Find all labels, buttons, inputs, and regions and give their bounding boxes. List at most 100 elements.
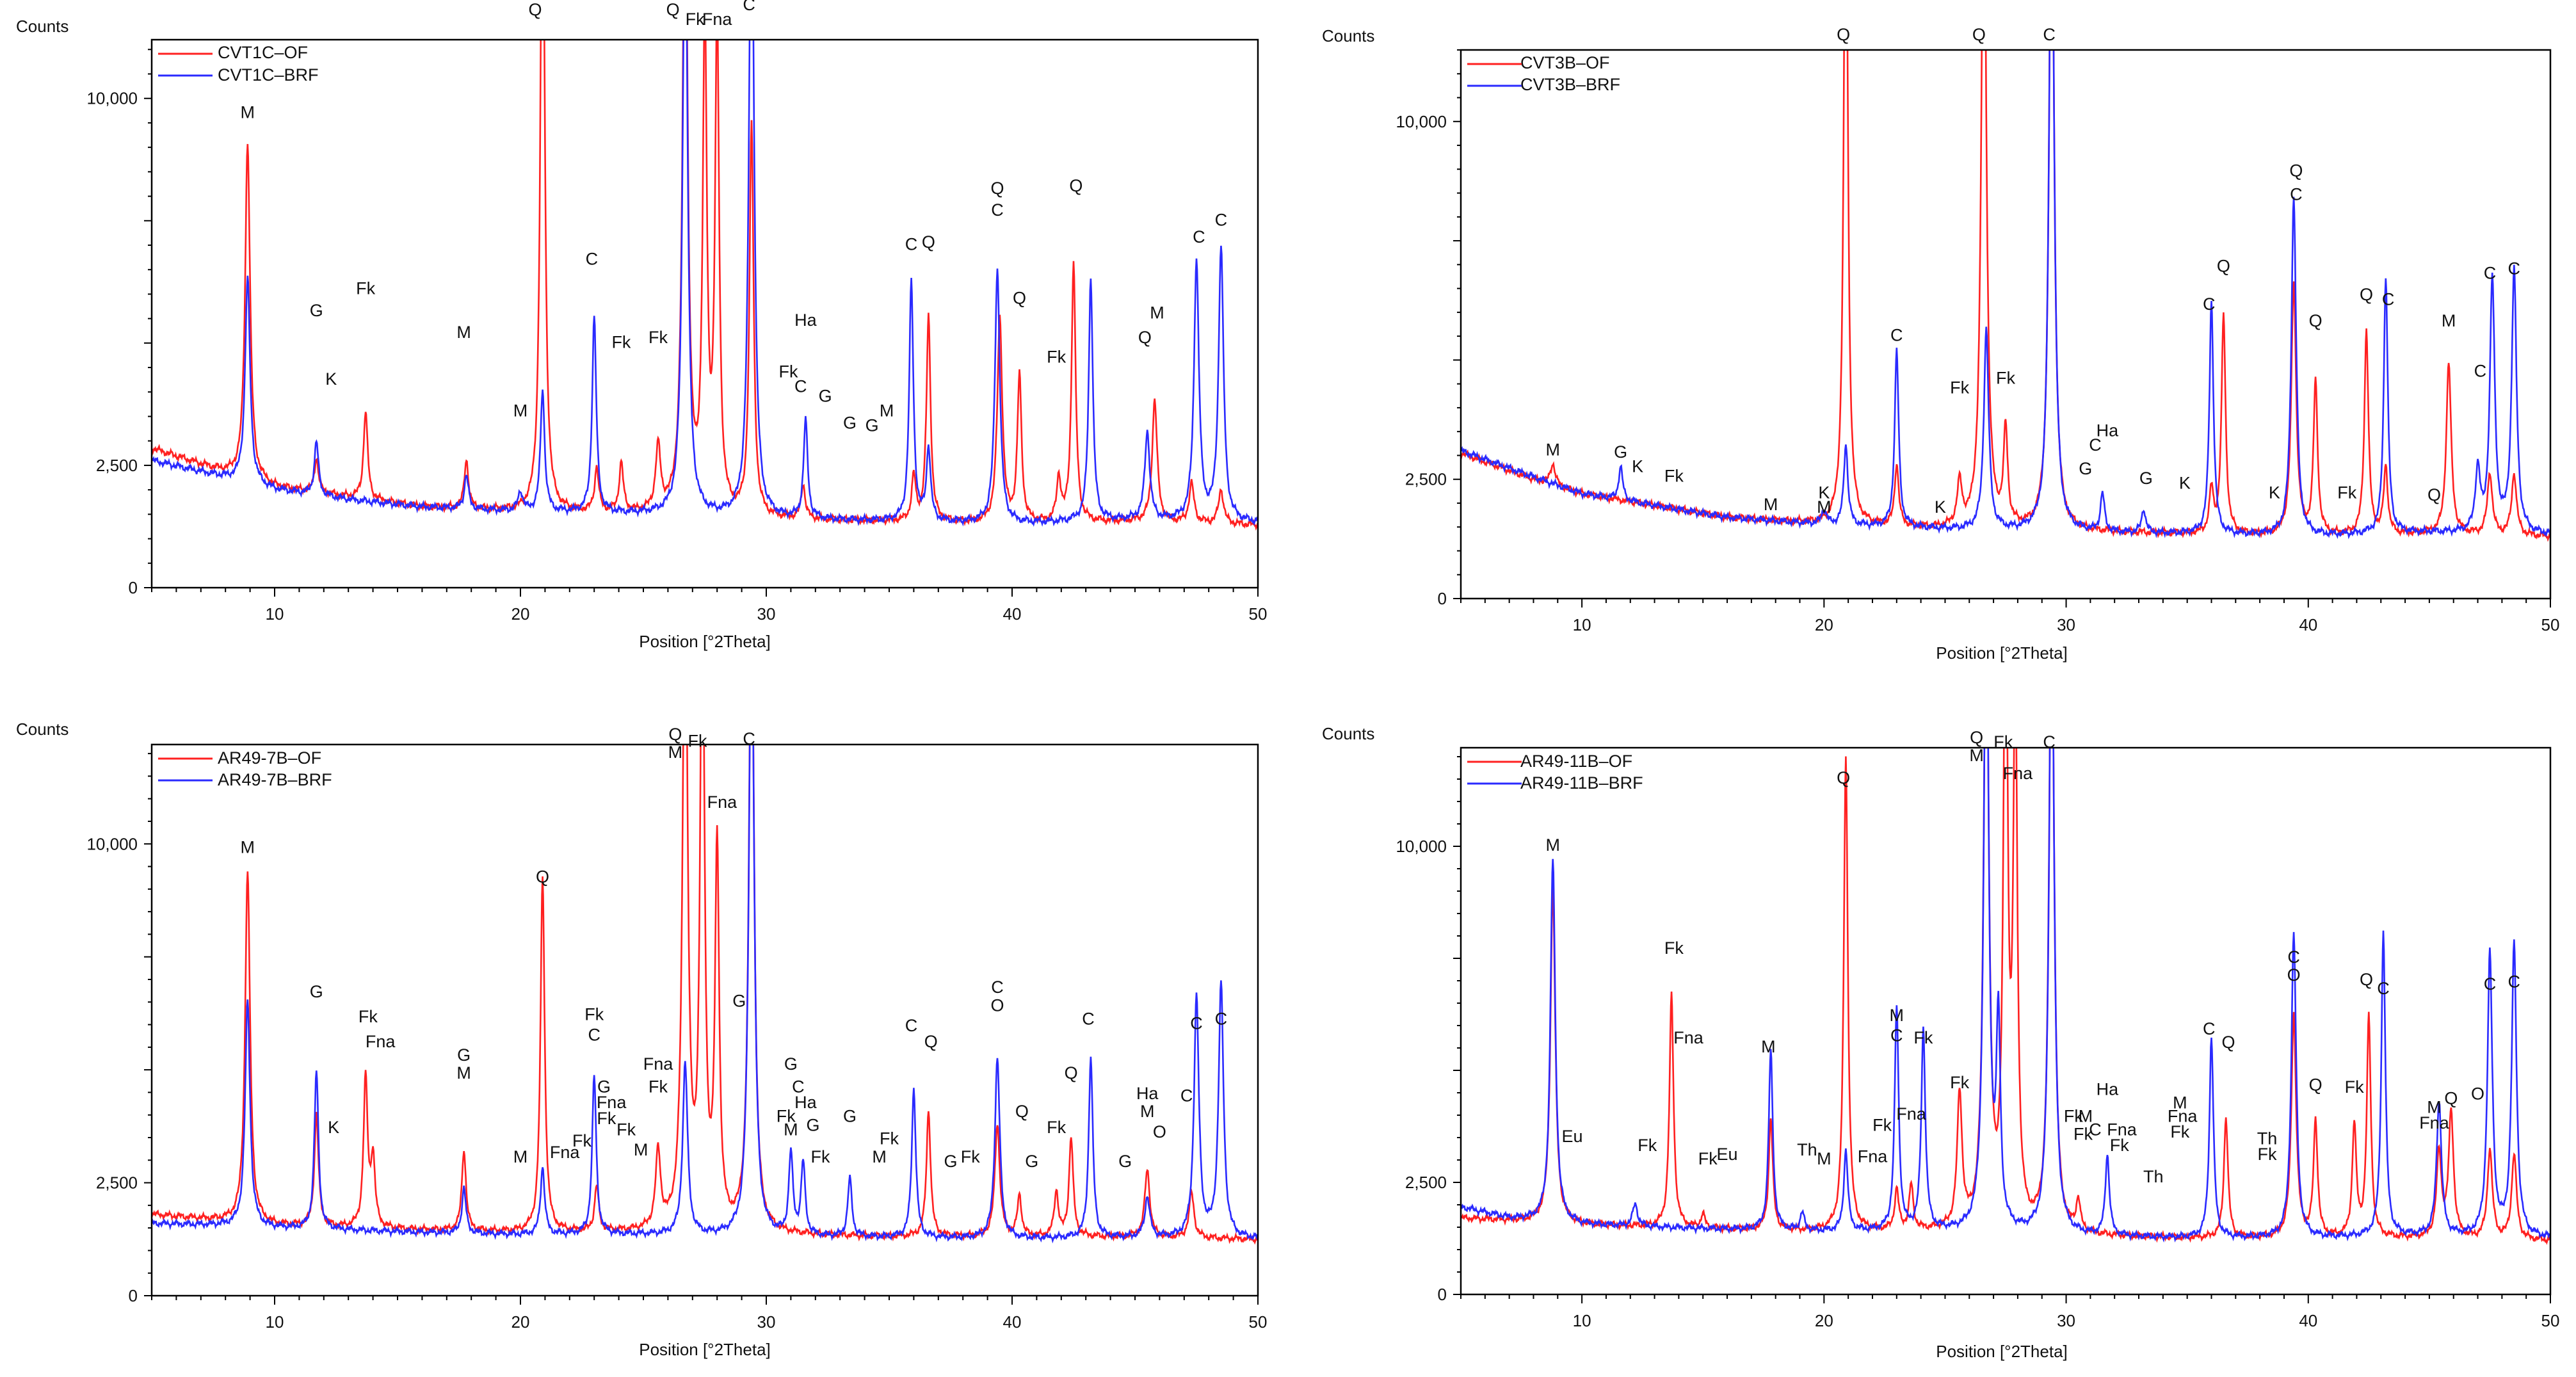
- peak-label: C: [905, 235, 918, 254]
- peak-label: Fk: [611, 333, 631, 352]
- peak-label: G: [806, 1115, 819, 1134]
- peak-label: C: [2484, 974, 2497, 994]
- peak-label: C: [588, 1025, 600, 1044]
- peak-label: C: [2377, 979, 2390, 998]
- peak-label: M: [634, 1140, 648, 1159]
- peak-label: M: [1545, 835, 1560, 855]
- peak-label: Q: [1138, 328, 1152, 347]
- peak-label: G: [843, 1106, 857, 1125]
- plot-frame: [1460, 746, 2552, 1296]
- peak-label: Eu: [1561, 1127, 1582, 1146]
- x-tick-label: 10: [266, 1312, 284, 1332]
- y-axis-title: Counts: [16, 720, 68, 739]
- x-axis-title: Position [°2Theta]: [1936, 1342, 2068, 1361]
- peak-label: Q: [2427, 485, 2441, 504]
- peak-label: Fk: [688, 732, 707, 751]
- peak-label: Fna: [2107, 1120, 2137, 1139]
- peak-label: Q: [2221, 1033, 2235, 1052]
- peak-label: Fk: [2337, 483, 2356, 503]
- y-tick-label: 2,500: [1405, 470, 1447, 489]
- legend-series-brf: AR49-7B–BRF: [218, 770, 332, 789]
- x-tick-label: 40: [1003, 1312, 1022, 1332]
- peak-label: Fk: [777, 1106, 796, 1125]
- peak-label: M: [513, 401, 528, 421]
- legend-series-of: CVT3B–OF: [1520, 53, 1610, 72]
- x-tick-label: 50: [1249, 604, 1268, 624]
- legend-series-brf: CVT1C–BRF: [218, 65, 319, 85]
- peak-label: K: [1818, 483, 1830, 503]
- peak-label: C: [2203, 294, 2216, 314]
- x-tick-label: 30: [757, 1312, 776, 1332]
- peak-label: Fk: [1047, 347, 1066, 366]
- peak-label: M: [2427, 1098, 2442, 1117]
- series-line-of: [152, 745, 1258, 1245]
- peak-label: Q: [2360, 970, 2373, 989]
- plot-frame: [1460, 49, 2552, 600]
- peak-label: Fk: [1698, 1149, 1718, 1168]
- peak-label: Fna: [707, 793, 738, 812]
- peak-label: Fk: [2073, 1125, 2093, 1144]
- x-tick-label: 40: [1003, 604, 1022, 624]
- peak-label: G: [865, 415, 879, 435]
- peak-label: Fk: [1664, 938, 1684, 958]
- peak-label: Q: [924, 1032, 938, 1051]
- peak-label: Ha: [794, 310, 817, 330]
- peak-label: Fk: [1996, 369, 2015, 388]
- peak-label: M: [1890, 1006, 1904, 1025]
- peak-label: C: [991, 978, 1004, 997]
- x-tick-label: 20: [1815, 615, 1833, 634]
- peak-label: Fna: [643, 1054, 674, 1074]
- y-tick-label: 0: [1438, 1285, 1447, 1304]
- peak-label: K: [325, 369, 337, 389]
- peak-label: Q: [1069, 176, 1083, 195]
- x-tick-label: 10: [1573, 615, 1591, 634]
- peak-label: Ha: [2097, 421, 2119, 440]
- peak-label: Fk: [648, 328, 668, 347]
- peak-label: G: [843, 414, 857, 433]
- peak-label: Fk: [810, 1147, 830, 1166]
- peak-label: Fna: [1896, 1104, 1927, 1123]
- peak-label: G: [310, 982, 323, 1001]
- peak-label: Fk: [1638, 1136, 1657, 1155]
- peak-label: Fk: [1913, 1028, 1933, 1047]
- x-tick-label: 10: [266, 604, 284, 624]
- peak-label: C: [2484, 264, 2497, 283]
- peak-label: C: [2508, 972, 2521, 992]
- peak-label: C: [2089, 435, 2102, 455]
- peak-label: Q: [2309, 1075, 2322, 1095]
- peak-label: Fk: [779, 362, 798, 381]
- peak-label: O: [990, 995, 1004, 1015]
- peak-label: Q: [1970, 728, 1983, 747]
- x-tick-label: 50: [2541, 615, 2560, 634]
- peak-label: G: [597, 1077, 611, 1096]
- y-axis-title: Counts: [16, 17, 68, 36]
- peak-label: Fk: [1950, 1073, 1969, 1092]
- peak-label: Q: [1837, 25, 1850, 44]
- y-tick-label: 10,000: [1396, 837, 1447, 856]
- peak-label: Fk: [880, 1129, 899, 1148]
- peak-label: K: [328, 1118, 339, 1137]
- peak-label: M: [1764, 495, 1778, 514]
- peak-label: Fk: [616, 1120, 636, 1139]
- x-tick-label: 20: [1815, 1311, 1833, 1330]
- peak-label: O: [2287, 965, 2301, 985]
- peak-label: G: [1614, 442, 1627, 462]
- plot-frame: [150, 38, 1259, 589]
- legend-series-of: AR49-11B–OF: [1520, 752, 1632, 771]
- peak-label: M: [1545, 440, 1560, 459]
- peak-label: Th: [1797, 1140, 1817, 1159]
- x-tick-label: 40: [2299, 1311, 2317, 1330]
- peak-label: Fna: [550, 1143, 581, 1162]
- xrd-chart-ar49-7b: Counts Position [°2Theta] AR49-7B–OF AR4…: [16, 720, 1268, 1359]
- peak-label: Fk: [2064, 1107, 2083, 1126]
- peak-label: C: [1082, 1010, 1095, 1029]
- peak-label: Q: [990, 179, 1004, 198]
- x-tick-label: 50: [1249, 1312, 1268, 1332]
- y-tick-label: 0: [129, 578, 138, 597]
- peak-label: Q: [2444, 1089, 2458, 1108]
- y-tick-label: 2,500: [96, 456, 138, 475]
- peak-label: Th: [2143, 1167, 2164, 1186]
- peak-label: Ha: [794, 1093, 817, 1112]
